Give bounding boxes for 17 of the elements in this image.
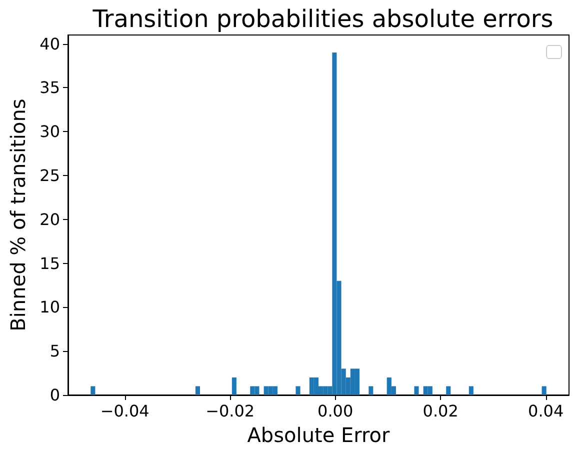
y-tick-label: 40	[40, 34, 60, 54]
y-tick-label: 25	[40, 166, 60, 185]
x-tick-label: 0.04	[528, 402, 564, 420]
x-tick-label: 0.00	[318, 402, 354, 420]
x-tick-label: −0.04	[100, 402, 150, 420]
y-tick-label: 15	[40, 254, 60, 273]
y-tick-label: 35	[40, 78, 60, 98]
y-tick-label: 5	[50, 342, 60, 361]
x-axis-title: Absolute Error	[247, 423, 391, 447]
y-tick-label: 20	[40, 210, 60, 229]
y-tick-label: 10	[40, 298, 60, 317]
x-tick-label: −0.02	[206, 402, 255, 420]
y-tick-label: 0	[50, 386, 60, 404]
chart-title: Transition probabilities absolute errors	[92, 5, 554, 33]
y-axis-title: Binned % of transitions	[6, 98, 30, 332]
x-tick-label: 0.02	[422, 402, 458, 420]
y-tick-label: 30	[40, 122, 60, 142]
